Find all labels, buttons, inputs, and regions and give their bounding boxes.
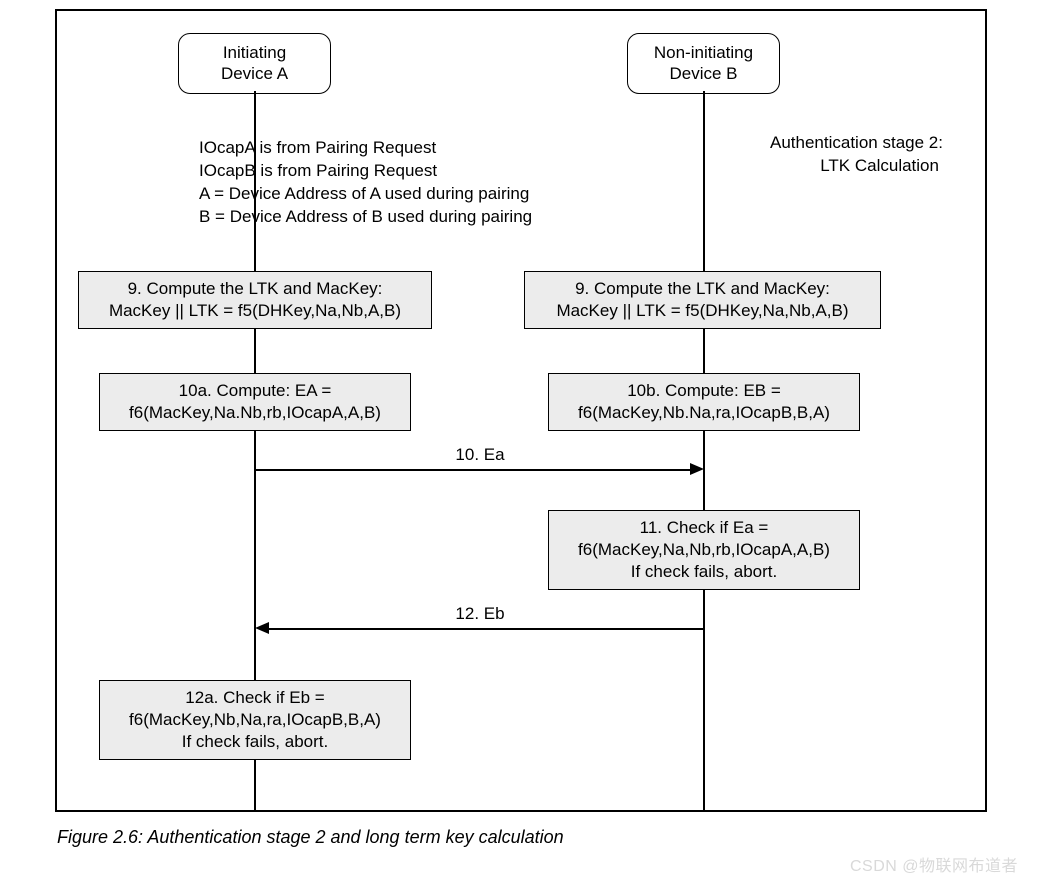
annotation-left: IOcapA is from Pairing Request IOcapB is… — [199, 137, 532, 229]
lifeline-a-line2: Device A — [179, 63, 330, 84]
annot-right-1: LTK Calculation — [770, 155, 943, 178]
step-10a-l2: f6(MacKey,Na.Nb,rb,IOcapA,A,B) — [104, 402, 406, 424]
step-12a-l3: If check fails, abort. — [104, 731, 406, 753]
step-9a-l1: 9. Compute the LTK and MacKey: — [83, 278, 427, 300]
annot-left-0: IOcapA is from Pairing Request — [199, 137, 532, 160]
step-10a: 10a. Compute: EA = f6(MacKey,Na.Nb,rb,IO… — [99, 373, 411, 431]
step-9a: 9. Compute the LTK and MacKey: MacKey ||… — [78, 271, 432, 329]
step-12a: 12a. Check if Eb = f6(MacKey,Nb,Na,ra,IO… — [99, 680, 411, 760]
step-10b: 10b. Compute: EB = f6(MacKey,Nb.Na,ra,IO… — [548, 373, 860, 431]
step-9b-l1: 9. Compute the LTK and MacKey: — [529, 278, 876, 300]
watermark-text: CSDN @物联网布道者 — [850, 852, 1018, 876]
lifeline-b — [703, 91, 705, 812]
lifeline-head-b: Non-initiating Device B — [627, 33, 780, 94]
arrow-eb-head-icon — [255, 622, 269, 634]
step-9a-l2: MacKey || LTK = f5(DHKey,Na,Nb,A,B) — [83, 300, 427, 322]
step-10a-l1: 10a. Compute: EA = — [104, 380, 406, 402]
annotation-right: Authentication stage 2: LTK Calculation — [770, 132, 943, 178]
step-12a-l1: 12a. Check if Eb = — [104, 687, 406, 709]
step-10b-l1: 10b. Compute: EB = — [553, 380, 855, 402]
step-9b: 9. Compute the LTK and MacKey: MacKey ||… — [524, 271, 881, 329]
lifeline-b-line1: Non-initiating — [628, 42, 779, 63]
arrow-ea-line — [256, 469, 690, 471]
annot-left-1: IOcapB is from Pairing Request — [199, 160, 532, 183]
annot-left-3: B = Device Address of B used during pair… — [199, 206, 532, 229]
step-11-l3: If check fails, abort. — [553, 561, 855, 583]
annot-right-0: Authentication stage 2: — [770, 132, 943, 155]
arrow-eb-line — [268, 628, 704, 630]
step-12a-l2: f6(MacKey,Nb,Na,ra,IOcapB,B,A) — [104, 709, 406, 731]
step-9b-l2: MacKey || LTK = f5(DHKey,Na,Nb,A,B) — [529, 300, 876, 322]
lifeline-head-a: Initiating Device A — [178, 33, 331, 94]
lifeline-a-line1: Initiating — [179, 42, 330, 63]
arrow-ea-label: 10. Ea — [450, 445, 510, 465]
arrow-eb-label: 12. Eb — [450, 604, 510, 624]
step-11-l1: 11. Check if Ea = — [553, 517, 855, 539]
figure-caption: Figure 2.6: Authentication stage 2 and l… — [57, 827, 564, 848]
step-11-l2: f6(MacKey,Na,Nb,rb,IOcapA,A,B) — [553, 539, 855, 561]
lifeline-b-line2: Device B — [628, 63, 779, 84]
annot-left-2: A = Device Address of A used during pair… — [199, 183, 532, 206]
step-10b-l2: f6(MacKey,Nb.Na,ra,IOcapB,B,A) — [553, 402, 855, 424]
arrow-ea-head-icon — [690, 463, 704, 475]
step-11: 11. Check if Ea = f6(MacKey,Na,Nb,rb,IOc… — [548, 510, 860, 590]
